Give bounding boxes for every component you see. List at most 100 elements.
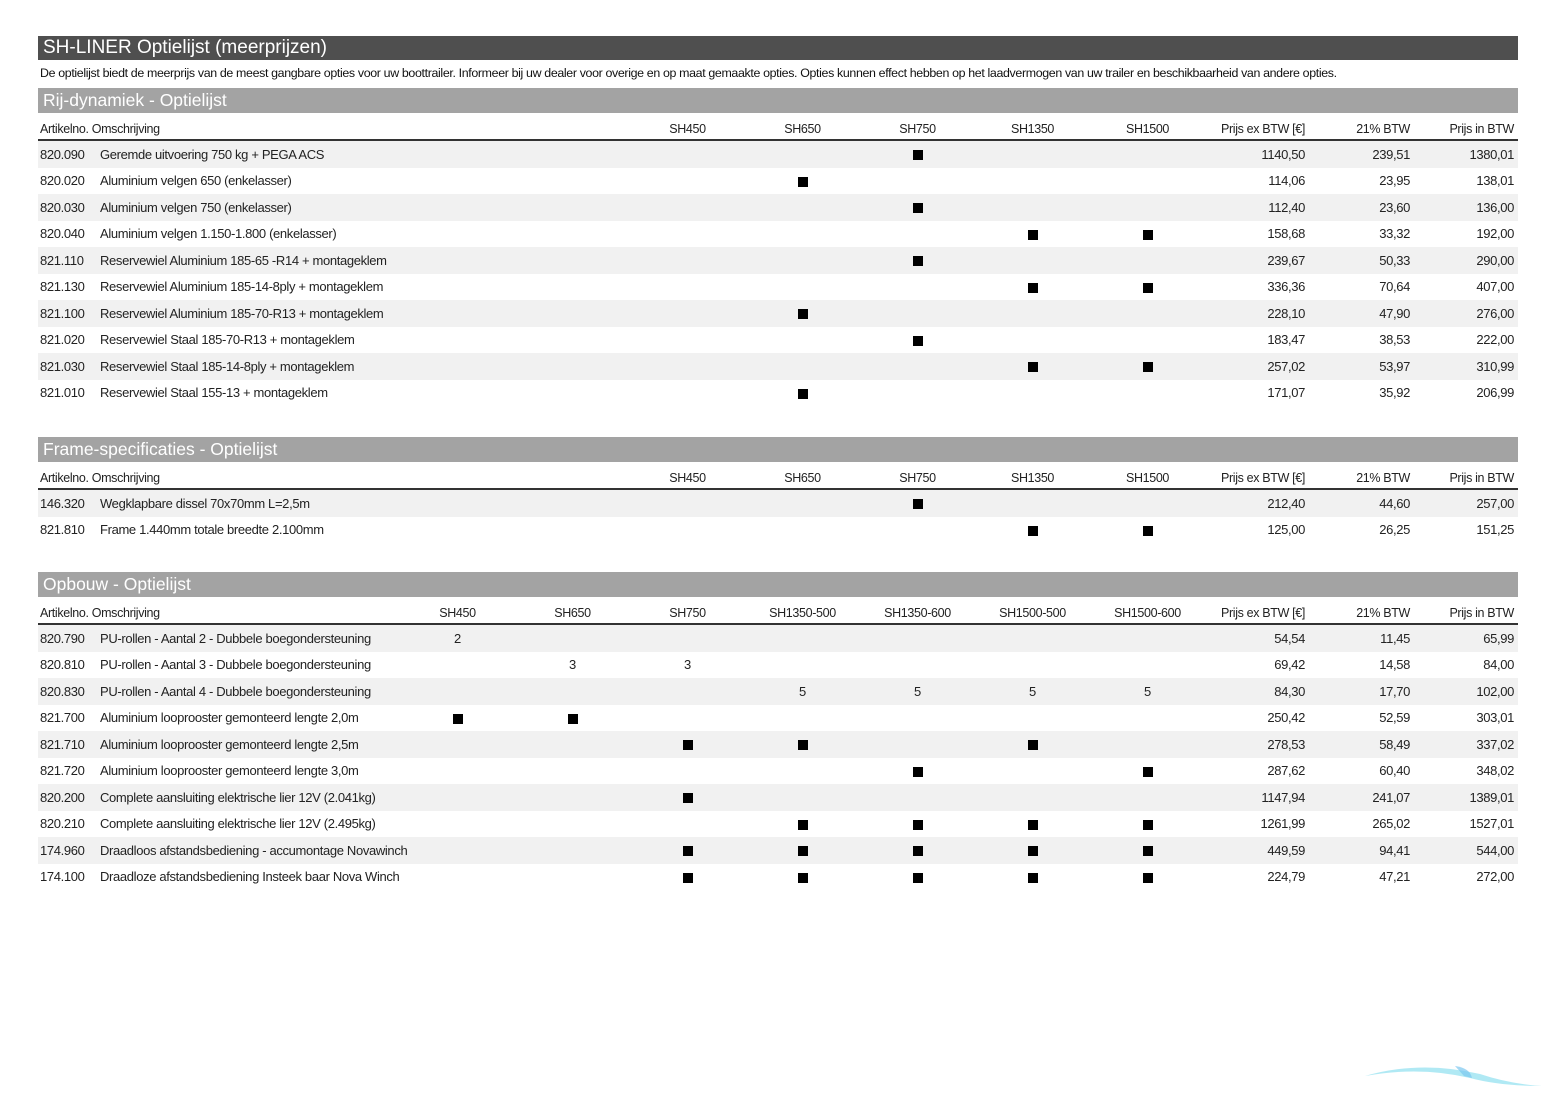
price-incl-vat: 348,02 [1476, 763, 1514, 779]
header-model: SH1350 [1010, 122, 1055, 136]
model-cell: 3 [630, 657, 745, 672]
price-ex-vat: 224,79 [1267, 869, 1305, 885]
model-cell [630, 737, 745, 752]
model-cell [975, 522, 1090, 537]
model-cell [860, 147, 975, 162]
header-price-in: Prijs in BTW [1449, 122, 1514, 136]
price-ex-vat: 158,68 [1267, 226, 1305, 242]
vat-amount: 17,70 [1379, 683, 1410, 699]
table-row: 821.010 Reservewiel Staal 155-13 + montag… [38, 380, 1518, 407]
filled-square-icon [1027, 229, 1038, 240]
description: Reservewiel Staal 155-13 + montageklem [100, 385, 328, 401]
article-number: 821.710 [40, 736, 85, 752]
model-quantity: 2 [454, 630, 461, 646]
filled-square-icon [682, 740, 693, 751]
price-ex-vat: 1261,99 [1260, 816, 1305, 832]
price-incl-vat: 337,02 [1476, 736, 1514, 752]
table-row: 821.110 Reservewiel Aluminium 185-65 -R14… [38, 247, 1518, 274]
header-model: SH450 [439, 606, 476, 620]
vat-amount: 14,58 [1379, 657, 1410, 673]
description: Aluminium looprooster gemonteerd lengte … [100, 710, 359, 726]
model-cell: 5 [975, 684, 1090, 699]
price-ex-vat: 212,40 [1267, 495, 1305, 511]
description: Reservewiel Staal 185-70-R13 + montagekl… [100, 332, 355, 348]
vat-amount: 50,33 [1379, 252, 1410, 268]
header-article-description: Artikelno. Omschrijving [40, 471, 160, 485]
table-row: 821.020 Reservewiel Staal 185-70-R13 + mo… [38, 327, 1518, 354]
article-number: 820.020 [40, 173, 85, 189]
vat-amount: 47,21 [1379, 869, 1410, 885]
price-ex-vat: 125,00 [1267, 522, 1305, 538]
table-row: 820.030 Aluminium velgen 750 (enkelasser)… [38, 194, 1518, 221]
filled-square-icon [1142, 819, 1153, 830]
model-cell [975, 816, 1090, 831]
price-ex-vat: 449,59 [1267, 842, 1305, 858]
price-incl-vat: 206,99 [1476, 385, 1514, 401]
price-ex-vat: 84,30 [1274, 683, 1305, 699]
filled-square-icon [797, 309, 808, 320]
article-number: 821.720 [40, 763, 85, 779]
filled-square-icon [1027, 525, 1038, 536]
model-cell [745, 843, 860, 858]
section-title: Rij-dynamiek - Optielijst [38, 88, 1518, 113]
table-row: 820.810 PU-rollen - Aantal 3 - Dubbele bo… [38, 652, 1518, 679]
article-number: 821.020 [40, 332, 85, 348]
vat-amount: 60,40 [1379, 763, 1410, 779]
model-quantity: 5 [914, 683, 921, 699]
model-cell [1090, 843, 1205, 858]
price-ex-vat: 54,54 [1274, 630, 1305, 646]
price-incl-vat: 138,01 [1476, 173, 1514, 189]
price-incl-vat: 290,00 [1476, 252, 1514, 268]
section-frame-specificaties: Frame-specificaties - Optielijst Artikeln… [38, 437, 1518, 543]
filled-square-icon [797, 819, 808, 830]
model-cell [1090, 226, 1205, 241]
section-rij-dynamiek: Rij-dynamiek - Optielijst Artikelno. Omsc… [38, 88, 1518, 406]
filled-square-icon [1142, 766, 1153, 777]
header-price-ex: Prijs ex BTW [€] [1221, 606, 1305, 620]
filled-square-icon [797, 872, 808, 883]
table-row: 821.100 Reservewiel Aluminium 185-70-R13 … [38, 300, 1518, 327]
table-row: 820.090 Geremde uitvoering 750 kg + PEGA … [38, 141, 1518, 168]
table-row: 820.830 PU-rollen - Aantal 4 - Dubbele bo… [38, 678, 1518, 705]
vat-amount: 58,49 [1379, 736, 1410, 752]
price-incl-vat: 544,00 [1476, 842, 1514, 858]
price-incl-vat: 222,00 [1476, 332, 1514, 348]
description: Wegklapbare dissel 70x70mm L=2,5m [100, 495, 310, 511]
price-ex-vat: 250,42 [1267, 710, 1305, 726]
filled-square-icon [1142, 872, 1153, 883]
vat-amount: 52,59 [1379, 710, 1410, 726]
vat-amount: 53,97 [1379, 358, 1410, 374]
filled-square-icon [1027, 819, 1038, 830]
vat-amount: 11,45 [1380, 630, 1410, 646]
description: Complete aansluiting elektrische lier 12… [100, 789, 376, 805]
description: PU-rollen - Aantal 4 - Dubbele boegonder… [100, 683, 371, 699]
filled-square-icon [912, 872, 923, 883]
model-cell [1090, 816, 1205, 831]
price-ex-vat: 278,53 [1267, 736, 1305, 752]
filled-square-icon [1142, 846, 1153, 857]
description: Reservewiel Aluminium 185-70-R13 + monta… [100, 305, 384, 321]
filled-square-icon [1027, 282, 1038, 293]
vat-amount: 26,25 [1379, 522, 1410, 538]
vat-amount: 265,02 [1372, 816, 1410, 832]
price-ex-vat: 183,47 [1267, 332, 1305, 348]
price-incl-vat: 65,99 [1483, 630, 1514, 646]
filled-square-icon [567, 713, 578, 724]
filled-square-icon [1142, 525, 1153, 536]
filled-square-icon [912, 203, 923, 214]
article-number: 820.810 [40, 657, 85, 673]
header-model: SH1500 [1125, 122, 1170, 136]
price-ex-vat: 1147,94 [1261, 789, 1305, 805]
model-cell [1090, 279, 1205, 294]
article-number: 146.320 [40, 495, 85, 511]
model-cell [860, 200, 975, 215]
description: Aluminium velgen 650 (enkelasser) [100, 173, 292, 189]
table-header-row: Artikelno. Omschrijving SH450 SH650 SH750 SH… [38, 597, 1518, 625]
header-model: SH750 [899, 471, 936, 485]
filled-square-icon [912, 499, 923, 510]
price-incl-vat: 192,00 [1476, 226, 1514, 242]
article-number: 821.010 [40, 385, 85, 401]
article-number: 820.040 [40, 226, 85, 242]
article-number: 820.200 [40, 789, 85, 805]
model-quantity: 5 [799, 683, 806, 699]
